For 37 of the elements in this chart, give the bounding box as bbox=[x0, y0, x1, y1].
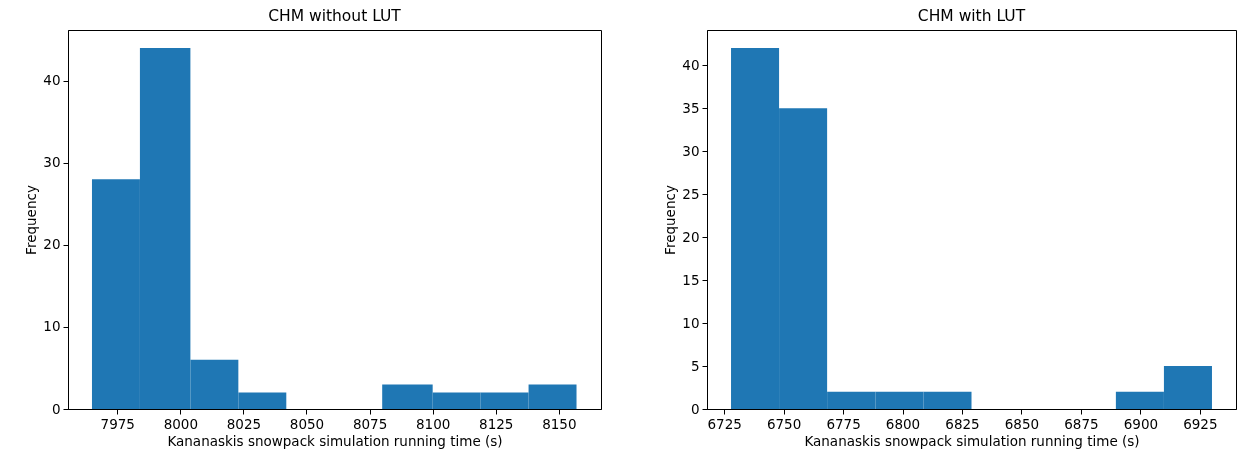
x-tick-label: 8150 bbox=[542, 415, 577, 432]
x-tick-label: 6875 bbox=[1064, 415, 1099, 432]
x-tick-label: 8075 bbox=[352, 415, 388, 432]
x-tick-label: 6800 bbox=[885, 415, 921, 432]
y-tick-label: 35 bbox=[682, 99, 700, 116]
y-tick-label: 10 bbox=[43, 318, 61, 335]
x-tick-label: 6750 bbox=[766, 415, 802, 432]
x-tick-label: 6725 bbox=[707, 415, 742, 432]
y-axis-title: Frequency bbox=[23, 185, 40, 255]
chart-title: CHM without LUT bbox=[268, 6, 402, 25]
y-tick-label: 0 bbox=[51, 400, 61, 417]
chart-title: CHM with LUT bbox=[917, 6, 1026, 25]
x-tick-label: 6900 bbox=[1123, 415, 1159, 432]
y-tick-label: 20 bbox=[43, 236, 61, 253]
y-tick-label: 25 bbox=[682, 185, 700, 202]
x-tick-label: 8025 bbox=[226, 415, 262, 432]
x-tick-label: 6925 bbox=[1183, 415, 1218, 432]
y-tick-label: 5 bbox=[690, 357, 700, 374]
y-tick-label: 10 bbox=[682, 314, 700, 331]
x-axis-title: Kananaskis snowpack simulation running time (s) bbox=[167, 433, 503, 449]
y-tick-label: 15 bbox=[682, 271, 700, 288]
y-tick-label: 20 bbox=[682, 228, 700, 245]
x-axis-title: Kananaskis snowpack simulation running time (s) bbox=[804, 433, 1140, 449]
x-tick-label: 6850 bbox=[1004, 415, 1040, 432]
x-tick-label: 8050 bbox=[289, 415, 325, 432]
y-tick-label: 40 bbox=[43, 72, 61, 89]
y-axis-title: Frequency bbox=[662, 185, 679, 255]
x-tick-label: 8125 bbox=[479, 415, 514, 432]
x-tick-label: 6775 bbox=[826, 415, 861, 432]
x-tick-label: 8100 bbox=[415, 415, 451, 432]
y-tick-label: 40 bbox=[682, 56, 700, 73]
x-tick-label: 6825 bbox=[945, 415, 980, 432]
y-tick-label: 0 bbox=[690, 400, 700, 417]
x-tick-label: 7975 bbox=[100, 415, 135, 432]
x-tick-label: 8000 bbox=[163, 415, 198, 432]
y-tick-label: 30 bbox=[43, 154, 61, 171]
y-tick-label: 30 bbox=[682, 142, 700, 159]
